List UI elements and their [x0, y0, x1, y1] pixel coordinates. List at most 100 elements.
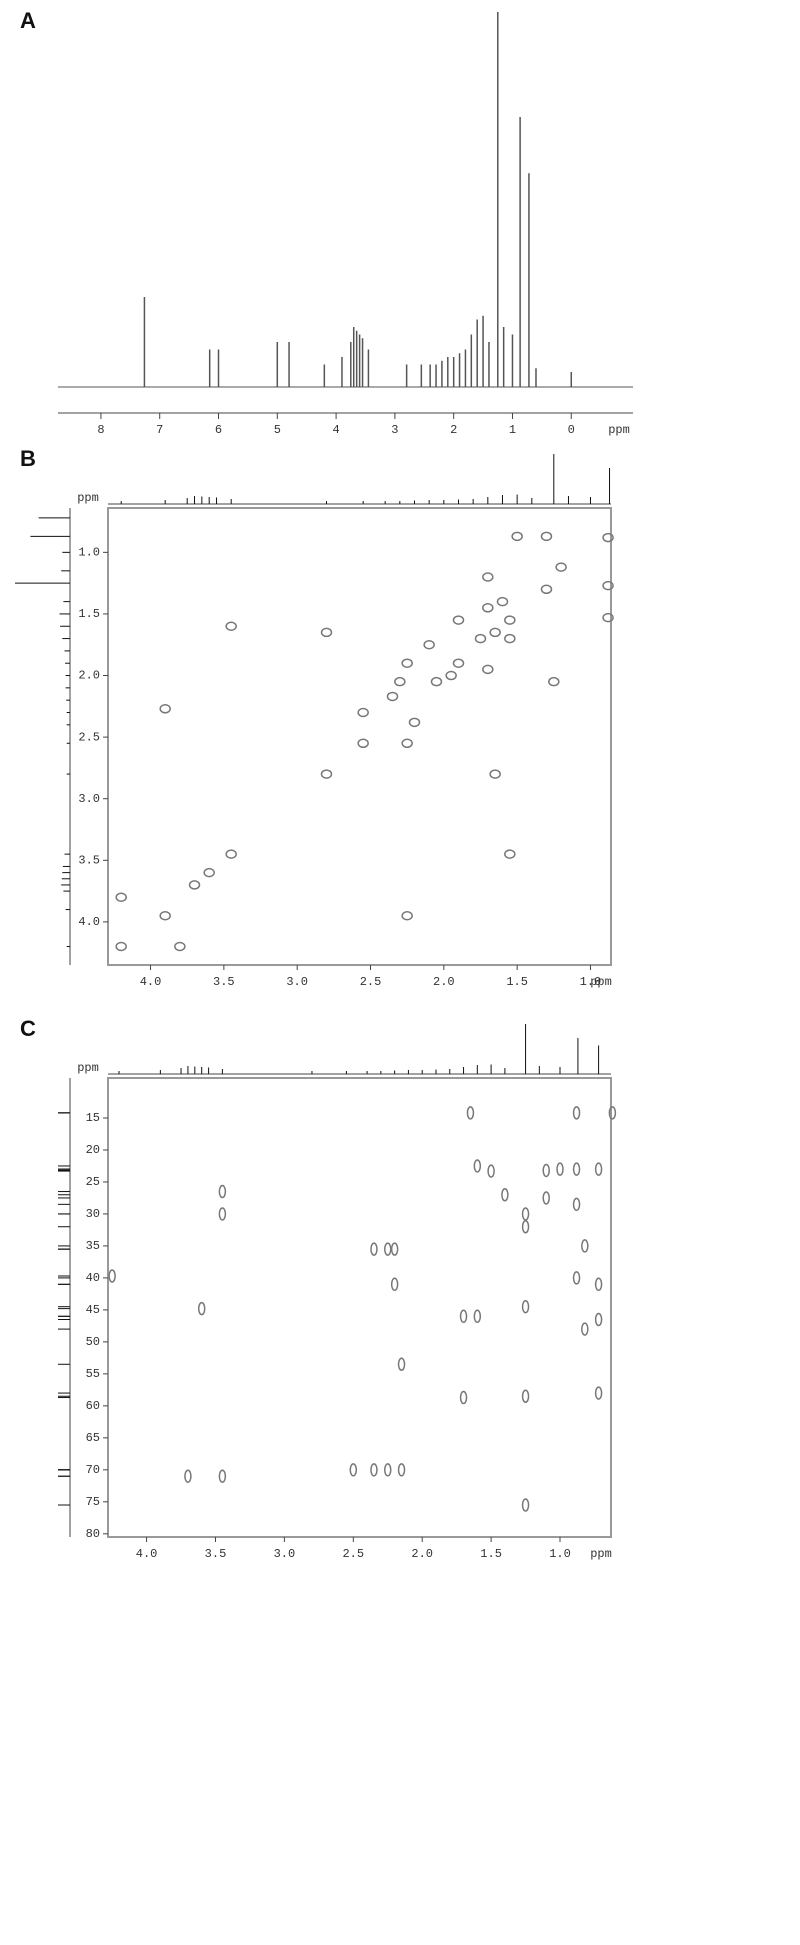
cross-peak [218, 1184, 227, 1199]
y-tick-label: 55 [86, 1367, 100, 1381]
cross-peak [489, 769, 501, 779]
cross-peak [197, 1301, 206, 1316]
y-tick-label: 45 [86, 1303, 100, 1317]
x-tick-label: 2.0 [433, 975, 455, 989]
x-tick-label: 2.5 [342, 1547, 364, 1561]
y-unit: ppm [77, 1061, 99, 1075]
cross-peak [521, 1219, 530, 1234]
x-tick-label: 2 [450, 423, 457, 437]
y-tick-label: 40 [86, 1271, 100, 1285]
cross-peak [459, 1309, 468, 1324]
cross-peak [504, 615, 516, 625]
y-tick-label: 15 [86, 1111, 100, 1125]
cross-peak [540, 584, 553, 595]
cross-peak [581, 1239, 589, 1253]
cross-peak [594, 1312, 603, 1327]
cross-peak [489, 627, 501, 638]
cross-peak [159, 704, 171, 714]
cross-peak [370, 1463, 378, 1477]
cross-peak [445, 670, 457, 681]
cross-peak [218, 1207, 227, 1221]
cross-peak [594, 1386, 603, 1400]
cross-peak [452, 658, 465, 668]
x-tick-label: 0 [568, 423, 575, 437]
cross-peak [370, 1242, 378, 1256]
y-tick-label: 65 [86, 1431, 100, 1445]
cross-peak [473, 1159, 482, 1173]
cross-peak [459, 1390, 468, 1405]
x-tick-label: 8 [97, 423, 104, 437]
cross-peak [581, 1322, 589, 1336]
panel-label: A [20, 8, 36, 33]
cross-peak [602, 580, 614, 591]
cross-peak [572, 1271, 581, 1285]
cross-peak [423, 639, 435, 650]
cross-peak [397, 1357, 406, 1372]
y-tick-label: 3.5 [78, 853, 100, 867]
y-tick-label: 30 [86, 1207, 100, 1221]
cross-peak [521, 1207, 530, 1221]
x-tick-label: 4.0 [136, 1547, 158, 1561]
x-unit: ppm [608, 423, 630, 437]
y-tick-label: 35 [86, 1239, 100, 1253]
y-tick-label: 4.0 [78, 915, 100, 929]
x-tick-label: 3 [391, 423, 398, 437]
cross-peak [482, 603, 494, 613]
y-tick-label: 50 [86, 1335, 100, 1349]
cross-peak [401, 738, 413, 749]
x-tick-label: 1 [509, 423, 516, 437]
cross-peak [349, 1463, 358, 1477]
cross-peak [602, 612, 614, 623]
cross-peak [357, 707, 369, 718]
cross-peak [225, 621, 237, 632]
cross-peak [594, 1277, 603, 1292]
x-tick-label: 3.5 [205, 1547, 227, 1561]
x-unit: ppm [590, 975, 612, 989]
plot-frame [107, 507, 612, 966]
cross-peak [401, 910, 413, 921]
cross-peak [188, 880, 201, 890]
cross-peak [548, 676, 560, 687]
plot-frame [107, 1077, 612, 1538]
cross-peak [159, 910, 171, 921]
cross-peak [174, 941, 186, 952]
cross-peak [540, 531, 553, 542]
y-tick-label: 3.0 [78, 792, 100, 806]
cross-peak [320, 769, 333, 779]
y-tick-label: 70 [86, 1463, 100, 1477]
cross-peak [384, 1463, 392, 1477]
cross-peak [386, 691, 399, 702]
x-tick-label: 3.0 [274, 1547, 296, 1561]
cross-peak [397, 1463, 406, 1477]
y-tick-label: 60 [86, 1399, 100, 1413]
panel-label: C [20, 1016, 36, 1041]
cross-peak [521, 1299, 530, 1314]
cross-peak [401, 658, 413, 668]
cross-peak [572, 1106, 581, 1120]
x-tick-label: 5 [274, 423, 281, 437]
y-unit: ppm [77, 491, 99, 505]
cross-peak [482, 664, 494, 675]
x-tick-label: 3.0 [286, 975, 308, 989]
x-tick-label: 4 [332, 423, 339, 437]
cross-peak [394, 676, 406, 687]
y-tick-label: 2.0 [78, 669, 100, 683]
x-tick-label: 4.0 [140, 975, 162, 989]
cross-peak [452, 615, 465, 625]
cross-peak [320, 627, 333, 638]
cross-peak [542, 1191, 550, 1205]
panel-label: B [20, 446, 36, 471]
x-tick-label: 1.0 [580, 975, 602, 989]
y-tick-label: 1.5 [78, 607, 100, 621]
x-tick-label: 2.5 [360, 975, 382, 989]
y-tick-label: 2.5 [78, 730, 100, 744]
cross-peak [501, 1187, 509, 1202]
cross-peak [108, 1269, 116, 1283]
cross-peak [572, 1162, 581, 1176]
cross-peak [487, 1164, 495, 1178]
cross-peak [225, 849, 237, 859]
x-tick-label: 3.5 [213, 975, 235, 989]
x-unit: ppm [590, 1547, 612, 1561]
cross-peak [504, 849, 516, 859]
